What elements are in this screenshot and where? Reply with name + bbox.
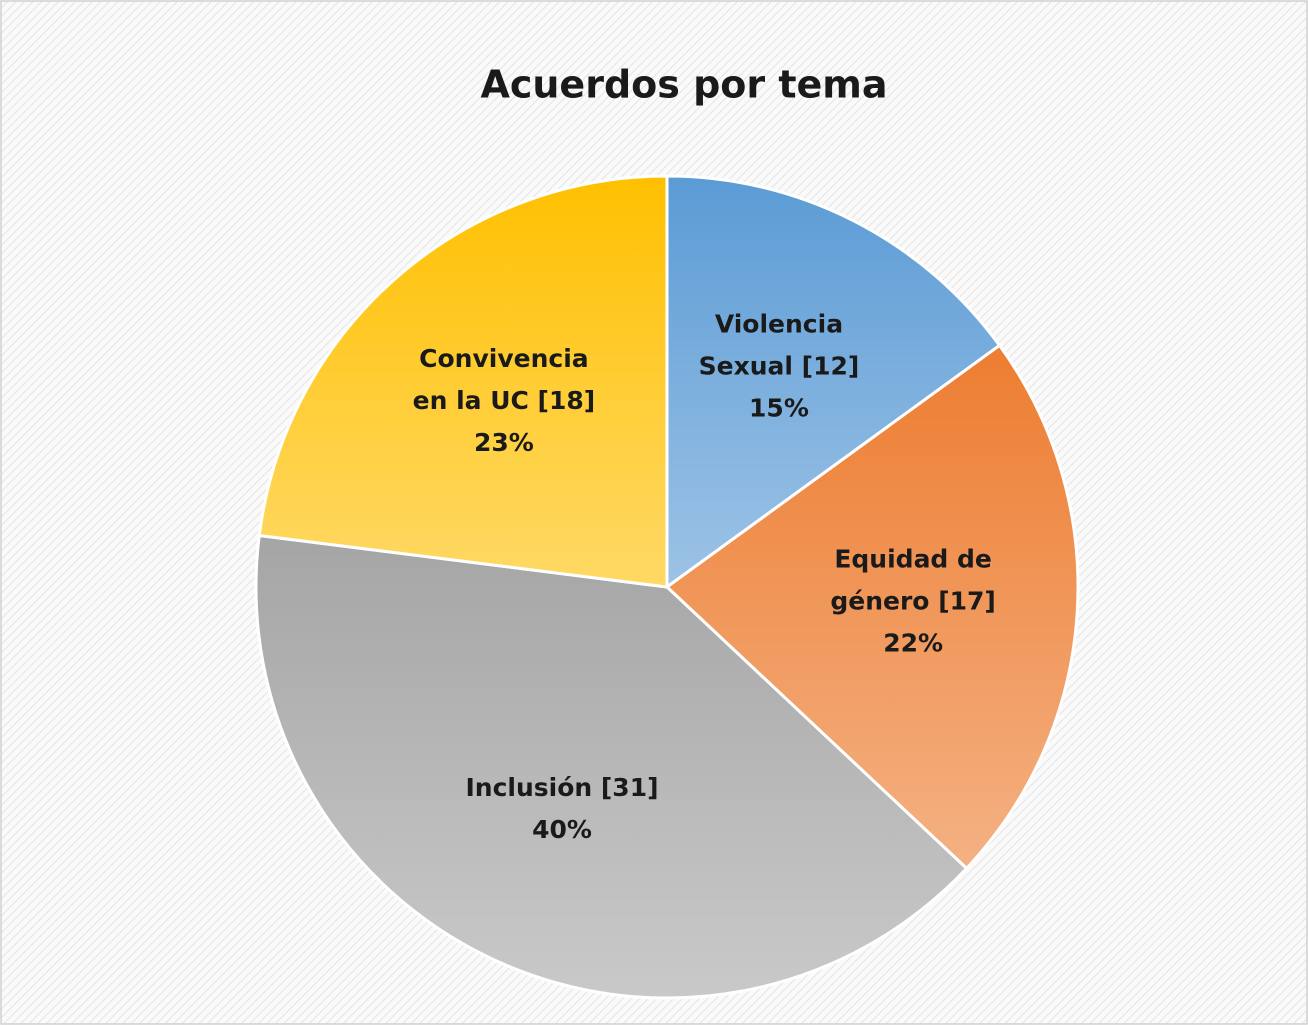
- slice-value-label: 15%: [749, 393, 809, 422]
- pie-slice: [257, 174, 669, 589]
- pie-slice: [254, 533, 969, 1000]
- slice-value-label: 23%: [474, 428, 534, 457]
- slice-label: Equidad de género [17]: [830, 544, 995, 615]
- slice-value-label: 22%: [883, 628, 943, 657]
- pie-slice: [665, 174, 1002, 590]
- slice-value-label: 40%: [532, 815, 592, 844]
- chart-title: Acuerdos por tema: [480, 63, 887, 107]
- slice-label: Violencia Sexual [12]: [699, 309, 860, 380]
- slice-label: Inclusión [31]: [465, 773, 658, 802]
- slice-label: Convivencia en la UC [18]: [413, 344, 596, 415]
- pie-slice: [664, 343, 1080, 871]
